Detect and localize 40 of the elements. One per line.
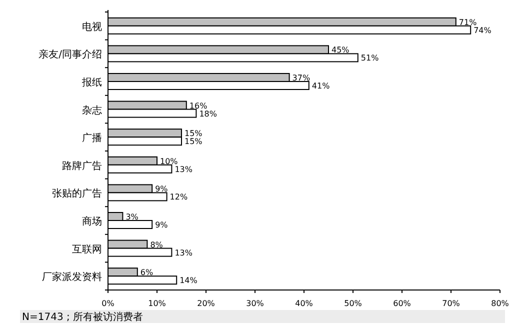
y-tick-label: 广播 <box>82 132 102 144</box>
data-label: 74% <box>474 26 492 35</box>
x-tick-label: 20% <box>197 299 216 308</box>
data-label: 51% <box>360 54 380 63</box>
data-label: 9% <box>155 184 168 194</box>
data-label: 37% <box>292 74 310 82</box>
y-tick-label: 电视 <box>82 20 102 33</box>
data-label: 6% <box>140 268 154 278</box>
data-label: 8% <box>150 240 164 250</box>
data-label: 13% <box>174 164 193 174</box>
data-label: 15% <box>184 137 203 146</box>
data-label: 9% <box>155 220 168 230</box>
x-tick-label: 30% <box>246 299 264 308</box>
data-label: 45% <box>332 46 350 55</box>
text: N=1743 ; 所有被访消费者 <box>22 311 144 323</box>
x-tick-label: 60% <box>393 299 412 308</box>
y-tick-label: 张贴的广告 <box>52 188 102 200</box>
data-label: 3% <box>126 212 139 222</box>
y-tick-label: 路牌广告 <box>62 160 102 172</box>
x-tick-label: 40% <box>295 299 314 308</box>
data-label: 14% <box>180 276 198 286</box>
y-tick-label: 亲友/同事介绍 <box>38 48 102 61</box>
data-label: 13% <box>174 248 193 258</box>
data-label: 18% <box>199 109 218 118</box>
y-tick-label: 杂志 <box>82 104 102 116</box>
y-tick-label: 厂家派发资料 <box>42 271 102 284</box>
data-label: 41% <box>312 82 330 90</box>
data-label: 10% <box>160 156 178 166</box>
x-tick-label: 80% <box>491 299 510 308</box>
data-label: 16% <box>189 101 208 110</box>
x-tick-label: 50% <box>344 299 362 308</box>
y-tick-label: 报纸 <box>81 76 102 88</box>
x-tick-label: 70% <box>442 299 460 308</box>
data-label: 15% <box>184 129 203 138</box>
data-label: 12% <box>170 192 188 202</box>
y-tick-label: 商场 <box>82 216 102 228</box>
data-label: 71% <box>458 18 478 27</box>
y-tick-label: 互联网 <box>72 243 102 256</box>
x-tick-label: 0% <box>102 299 115 308</box>
x-tick-label: 10% <box>148 299 166 308</box>
